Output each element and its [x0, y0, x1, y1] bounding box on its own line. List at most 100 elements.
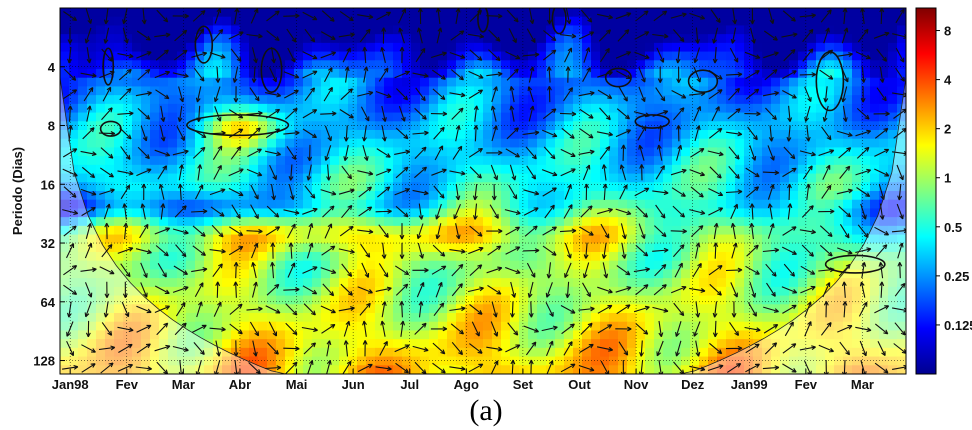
phase-arrow — [120, 184, 131, 200]
phase-arrow — [194, 282, 204, 298]
phase-arrow — [856, 187, 871, 198]
phase-arrow — [324, 67, 333, 83]
phase-arrow — [232, 66, 239, 83]
phase-arrow — [139, 223, 149, 239]
phase-arrow — [634, 31, 650, 40]
colorbar-tick-label: 8 — [944, 24, 951, 39]
y-tick-label: 64 — [41, 295, 56, 310]
phase-arrow — [582, 164, 591, 181]
phase-arrow — [375, 90, 392, 98]
phase-arrow — [708, 89, 723, 100]
phase-arrow — [306, 242, 314, 259]
phase-arrow — [782, 70, 797, 80]
phase-arrow — [101, 107, 113, 121]
phase-arrow — [288, 242, 294, 259]
phase-arrow — [528, 105, 535, 122]
phase-arrow — [302, 266, 318, 274]
phase-arrow — [214, 8, 222, 24]
phase-arrow — [486, 71, 503, 77]
phase-arrow — [449, 248, 466, 254]
phase-arrow — [251, 66, 257, 83]
phase-arrow — [339, 109, 354, 119]
phase-arrow — [763, 306, 779, 313]
phase-arrow — [212, 145, 223, 160]
phase-arrow — [523, 130, 540, 136]
phase-arrow — [486, 266, 503, 274]
phase-arrow — [692, 262, 702, 278]
phase-arrow — [381, 125, 387, 142]
phase-arrow — [528, 301, 534, 318]
phase-arrow — [725, 267, 743, 273]
phase-arrow — [154, 32, 171, 38]
phase-arrow — [897, 183, 903, 201]
phase-arrow — [228, 187, 244, 197]
phase-arrow — [707, 364, 724, 372]
phase-arrow — [802, 48, 814, 62]
phase-arrow — [251, 281, 258, 298]
phase-arrow — [451, 107, 464, 120]
phase-arrow — [357, 286, 373, 294]
phase-arrow — [252, 340, 258, 357]
phase-arrow — [283, 209, 300, 215]
phase-arrow — [580, 9, 593, 23]
phase-arrow — [745, 186, 760, 198]
phase-arrow — [855, 326, 872, 333]
phase-arrow — [322, 283, 335, 297]
phase-arrow — [670, 285, 687, 294]
phase-arrow — [510, 281, 517, 298]
phase-arrow — [784, 321, 794, 337]
phase-arrow — [412, 72, 429, 78]
x-tick-label: Fev — [795, 377, 818, 392]
phase-arrow — [731, 301, 737, 318]
phase-arrow — [597, 71, 613, 78]
phase-arrow — [839, 224, 850, 239]
phase-arrow — [191, 267, 208, 273]
phase-arrow — [676, 125, 681, 142]
phase-arrow — [154, 305, 171, 314]
phase-arrow — [656, 144, 663, 161]
phase-arrow — [307, 223, 314, 239]
phase-arrow — [689, 209, 706, 215]
phase-arrow — [583, 47, 591, 63]
phase-arrow — [563, 204, 573, 219]
phase-arrow — [874, 226, 890, 236]
phase-arrow — [839, 341, 851, 356]
phase-arrow — [394, 188, 410, 196]
phase-arrow — [378, 263, 389, 278]
phase-arrow — [652, 306, 669, 313]
phase-arrow — [192, 146, 206, 159]
phase-arrow — [269, 164, 277, 181]
phase-arrow — [578, 90, 595, 97]
phase-arrow — [357, 90, 374, 97]
phase-arrow — [63, 89, 78, 100]
phase-arrow — [472, 184, 478, 201]
phase-arrow — [136, 168, 152, 177]
phase-arrow — [526, 165, 537, 180]
phase-arrow — [361, 262, 370, 278]
phase-arrow — [695, 27, 700, 44]
phase-arrow — [452, 145, 463, 160]
phase-arrow — [302, 70, 318, 79]
phase-arrow — [432, 342, 446, 355]
phase-arrow — [82, 127, 95, 140]
phase-arrow — [763, 51, 779, 59]
phase-arrow — [360, 106, 370, 122]
phase-arrow — [103, 27, 110, 44]
phase-arrow — [565, 8, 572, 25]
phase-arrow — [154, 344, 171, 352]
phase-arrow — [158, 183, 165, 200]
phase-arrow — [468, 363, 484, 373]
phase-arrow — [546, 360, 554, 374]
phase-arrow — [431, 69, 446, 80]
phase-arrow — [635, 205, 649, 218]
phase-arrow — [344, 66, 350, 83]
phase-arrow — [455, 223, 461, 240]
phase-arrow — [616, 70, 631, 80]
phase-arrow — [545, 301, 554, 317]
phase-arrow — [136, 51, 152, 59]
phase-arrow — [156, 322, 169, 336]
phase-arrow — [215, 66, 221, 83]
phase-arrow — [745, 88, 760, 100]
phase-arrow — [565, 281, 571, 299]
phase-arrow — [615, 326, 632, 332]
